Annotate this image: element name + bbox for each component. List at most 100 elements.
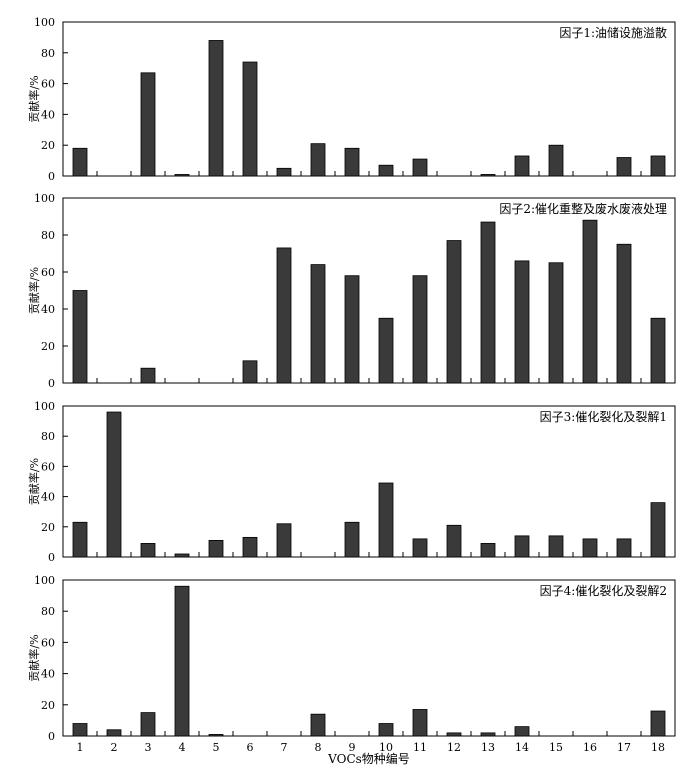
bar-12 <box>446 732 462 737</box>
bar-9 <box>344 521 360 558</box>
bar-3 <box>140 72 156 177</box>
bar-11 <box>412 158 428 177</box>
bar-13 <box>480 543 496 558</box>
bar-17 <box>616 538 632 558</box>
bar-14 <box>514 260 530 384</box>
y-axis-label: 贡献率/% <box>27 75 41 122</box>
y-tick-label: 20 <box>41 139 55 152</box>
y-axis-label: 贡献率/% <box>27 634 41 681</box>
x-tick-label: 13 <box>481 741 495 754</box>
panel-title: 因子4:催化裂化及裂解2 <box>540 584 667 598</box>
y-tick-label: 80 <box>41 430 55 443</box>
bar-11 <box>412 709 428 737</box>
x-tick-label: 14 <box>515 741 529 754</box>
bar-4 <box>174 174 190 177</box>
y-tick-label: 60 <box>41 266 55 279</box>
y-tick-label: 40 <box>41 668 55 681</box>
bar-15 <box>548 262 564 384</box>
panel-title: 因子1:油储设施溢散 <box>559 25 667 40</box>
bar-10 <box>378 482 394 558</box>
y-tick-label: 100 <box>34 574 55 587</box>
y-tick-label: 100 <box>34 400 55 413</box>
bar-10 <box>378 164 394 177</box>
bar-1 <box>72 290 88 384</box>
y-tick-label: 20 <box>41 340 55 353</box>
y-axis-label: 贡献率/% <box>27 458 41 505</box>
panel-4: 0 20 40 60 80 100 因子4:催化裂化及裂解2 贡献率/% <box>27 574 676 743</box>
bar-1 <box>72 521 88 558</box>
bar-15 <box>548 535 564 558</box>
y-tick-label: 0 <box>48 551 55 564</box>
bar-6 <box>242 536 258 558</box>
bar-13 <box>480 174 496 177</box>
bar-12 <box>446 524 462 558</box>
x-tick-label: 5 <box>213 741 220 754</box>
bar-3 <box>140 543 156 558</box>
bar-13 <box>480 221 496 384</box>
bar-6 <box>242 360 258 384</box>
bar-11 <box>412 275 428 384</box>
panel-title: 因子2:催化重整及废水废液处理 <box>499 201 667 216</box>
bar-18 <box>650 155 666 177</box>
x-tick-label: 9 <box>349 741 356 754</box>
bar-7 <box>276 167 292 177</box>
y-tick-label: 80 <box>41 229 55 242</box>
bar-4 <box>174 553 190 558</box>
bar-8 <box>310 264 326 384</box>
x-tick-label: 4 <box>179 741 186 754</box>
x-tick-label: 15 <box>549 741 563 754</box>
bar-14 <box>514 155 530 177</box>
x-tick-label: 11 <box>413 741 427 754</box>
x-tick-label: 17 <box>617 741 631 754</box>
bar-9 <box>344 275 360 384</box>
bar-7 <box>276 247 292 384</box>
x-tick-label: 12 <box>447 741 461 754</box>
bar-1 <box>72 147 88 177</box>
x-tick-label: 10 <box>379 741 393 754</box>
bar-10 <box>378 317 394 384</box>
x-tick-label: 1 <box>77 741 84 754</box>
bar-12 <box>446 240 462 384</box>
bar-7 <box>276 523 292 558</box>
bar-8 <box>310 143 326 177</box>
y-tick-label: 100 <box>34 16 55 29</box>
y-tick-label: 80 <box>41 47 55 60</box>
bar-9 <box>344 147 360 177</box>
bar-8 <box>310 713 326 737</box>
x-tick-label: 2 <box>111 741 118 754</box>
bar-2 <box>106 729 122 737</box>
bar-18 <box>650 710 666 737</box>
bar-5 <box>208 539 224 558</box>
bar-14 <box>514 726 530 737</box>
bar-17 <box>616 157 632 177</box>
bar-18 <box>650 502 666 558</box>
bar-2 <box>106 411 122 558</box>
bar-5 <box>208 40 224 177</box>
bar-10 <box>378 723 394 737</box>
bar-13 <box>480 732 496 737</box>
panel-3: 0 20 40 60 80 100 因子3:催化裂化及裂解1 贡献率/% <box>27 400 676 564</box>
y-tick-label: 40 <box>41 491 55 504</box>
y-tick-label: 20 <box>41 699 55 712</box>
y-tick-label: 60 <box>41 636 55 649</box>
plot-frame <box>62 405 676 558</box>
y-tick-label: 40 <box>41 108 55 121</box>
bar-1 <box>72 723 88 737</box>
bar-15 <box>548 144 564 177</box>
x-tick-label: 6 <box>247 741 254 754</box>
y-tick-label: 80 <box>41 605 55 618</box>
bar-16 <box>582 219 598 384</box>
bar-11 <box>412 538 428 558</box>
x-tick-label: 8 <box>315 741 322 754</box>
y-tick-label: 60 <box>41 460 55 473</box>
y-tick-label: 0 <box>48 730 55 743</box>
bar-14 <box>514 535 530 558</box>
bar-17 <box>616 243 632 384</box>
y-tick-label: 100 <box>34 192 55 205</box>
bar-4 <box>174 585 190 737</box>
y-tick-label: 0 <box>48 377 55 390</box>
bar-3 <box>140 367 156 384</box>
